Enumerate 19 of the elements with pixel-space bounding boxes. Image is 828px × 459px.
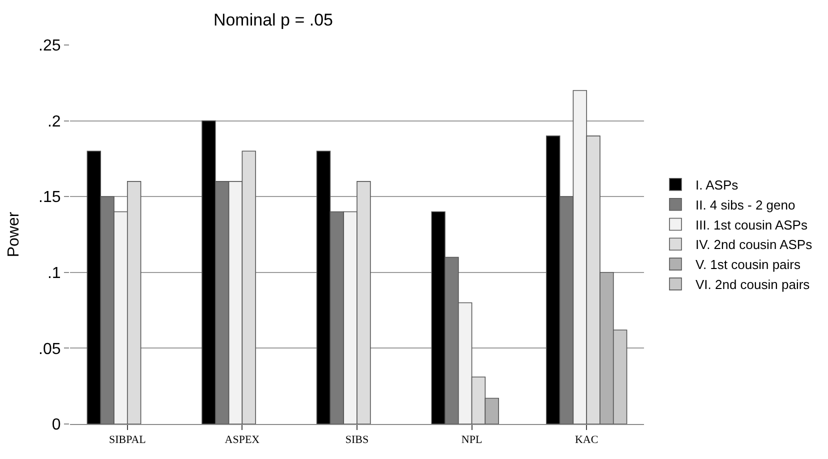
y-tick-label: 0 bbox=[52, 416, 61, 434]
y-tick-label: .25 bbox=[38, 38, 61, 55]
x-tick-label: SIBS bbox=[345, 434, 369, 446]
x-tick-label: NPL bbox=[461, 434, 482, 446]
legend-label: V. 1st cousin pairs bbox=[695, 257, 801, 272]
y-tick-label: .05 bbox=[38, 340, 61, 358]
x-tick-label: ASPEX bbox=[224, 434, 260, 446]
legend-label: VI. 2nd cousin pairs bbox=[695, 277, 810, 292]
legend-label: IV. 2nd cousin ASPs bbox=[695, 237, 813, 252]
y-tick-label: .15 bbox=[38, 189, 61, 206]
legend-label: II. 4 sibs - 2 geno bbox=[695, 197, 796, 212]
legend-label: III. 1st cousin ASPs bbox=[695, 217, 808, 232]
x-tick-label: SIBPAL bbox=[108, 434, 146, 446]
x-tick-label: KAC bbox=[574, 434, 598, 446]
y-axis-title: Power bbox=[5, 211, 22, 258]
y-tick-label: .2 bbox=[47, 113, 61, 130]
legend-label: I. ASPs bbox=[695, 178, 739, 193]
chart-title: Nominal p = .05 bbox=[213, 10, 334, 30]
y-tick-label: .1 bbox=[47, 265, 61, 282]
